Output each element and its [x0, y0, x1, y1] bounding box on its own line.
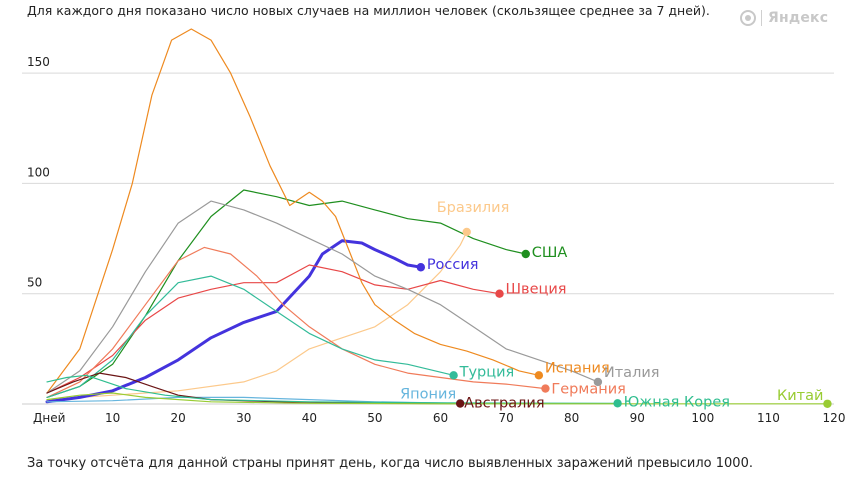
y-tick-label: 50: [27, 276, 42, 290]
series-4-line: [46, 28, 540, 394]
chart-footnote: За точку отсчёта для данной страны приня…: [27, 456, 753, 471]
x-tick-label: 100: [691, 411, 714, 425]
series-7-label: Турция: [459, 364, 515, 380]
grid-layer: 50 100 150 Дней 10 20 30 40 50 60 70 80 90 100 110 120: [22, 55, 845, 425]
series-2-label: Россия: [427, 257, 479, 273]
series-11-end-point: [823, 399, 832, 408]
x-tick-label: 30: [236, 411, 251, 425]
series-layer: [45, 28, 828, 405]
series-1-end-point: [521, 249, 530, 259]
series-9-end-point: [455, 399, 465, 408]
x-tick-label: Дней: [33, 411, 65, 425]
yandex-eye-icon: [740, 10, 756, 26]
series-11-label: Китай: [777, 388, 823, 404]
series-9-line: [46, 372, 461, 405]
x-tick-label: 40: [302, 411, 317, 425]
label-layer: Бразилия США Россия Швеция ИспанияИталияГерм…: [400, 200, 832, 412]
series-10-line: [46, 374, 619, 404]
series-6-end-point: [541, 384, 550, 393]
x-tick-label: 120: [823, 411, 846, 425]
x-tick-label: 50: [367, 411, 382, 425]
y-tick-label: 100: [27, 165, 50, 179]
yandex-logo-text: Яндекс: [768, 10, 829, 26]
series-5-label: Италия: [604, 365, 660, 381]
series-2-line: [45, 239, 423, 404]
x-tick-label: 90: [630, 411, 645, 425]
series-4-end-point: [534, 371, 544, 380]
y-tick-label: 150: [27, 55, 50, 69]
series-5-line: [46, 200, 599, 394]
series-3-end-point: [495, 289, 504, 298]
series-1-label: США: [532, 245, 568, 261]
series-3-line: [46, 264, 501, 394]
series-0-label: Бразилия: [437, 200, 510, 216]
series-11-line: [46, 392, 828, 405]
series-2-end-point: [416, 263, 426, 272]
x-tick-label: 60: [433, 411, 448, 425]
series-3-label: Швеция: [506, 282, 567, 298]
series-7-line: [46, 275, 455, 398]
series-6-label: Германия: [551, 382, 625, 398]
chart-subtitle: Для каждого дня показано число новых слу…: [27, 3, 710, 18]
series-1-line: [46, 189, 527, 398]
series-8-label: Япония: [400, 386, 456, 402]
series-5-end-point: [593, 377, 603, 387]
series-7-end-point: [449, 371, 458, 380]
x-tick-label: 80: [564, 411, 579, 425]
series-4-label: Испания: [545, 360, 610, 376]
x-tick-label: 20: [171, 411, 186, 425]
x-tick-label: 110: [757, 411, 780, 425]
x-tick-label: 10: [105, 411, 120, 425]
series-0-end-point: [462, 227, 471, 237]
series-9-label: Австралия: [464, 396, 544, 412]
series-10-label: Южная Корея: [624, 394, 730, 410]
yandex-logo: Яндекс: [740, 10, 828, 26]
series-6-line: [46, 246, 546, 398]
x-tick-label: 70: [498, 411, 513, 425]
series-10-end-point: [613, 399, 622, 408]
logo-divider: [761, 10, 762, 26]
